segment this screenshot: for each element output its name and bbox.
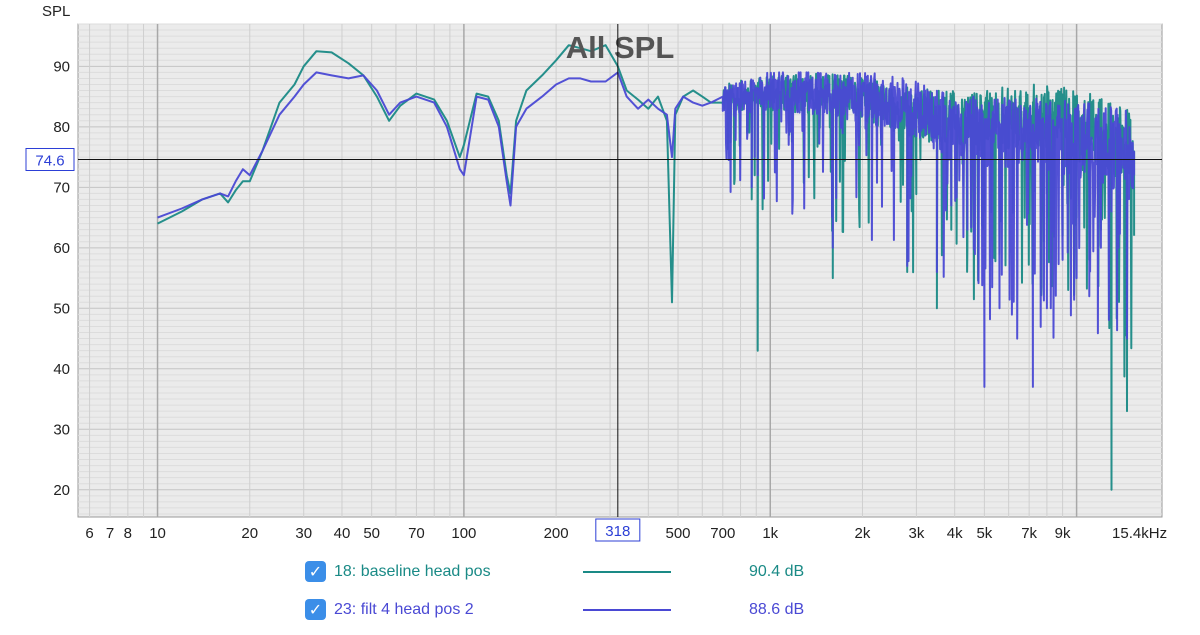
x-tick-label: 50 — [363, 525, 380, 542]
y-tick-label: 40 — [53, 361, 70, 378]
y-tick-label: 60 — [53, 240, 70, 257]
cursor-y-readout-box — [25, 147, 75, 171]
x-tick-label: 4k — [947, 525, 963, 542]
x-tick-label: 8 — [124, 525, 132, 542]
x-tick-label: 100 — [451, 525, 476, 542]
y-tick-label: 90 — [53, 58, 70, 75]
legend-label-filt: 23: filt 4 head pos 2 — [334, 601, 474, 618]
series-line-filt — [157, 71, 1136, 388]
x-tick-label: 20 — [241, 525, 258, 542]
x-tick-label: 700 — [710, 525, 735, 542]
x-tick-label: 9k — [1055, 525, 1071, 542]
cursor-x-readout: 318 — [605, 523, 630, 540]
y-tick-label: 80 — [53, 119, 70, 136]
legend-label-baseline: 18: baseline head pos — [334, 563, 491, 580]
legend-item-filt[interactable]: ✓ 23: filt 4 head pos 2 88.6 dB — [305, 599, 865, 623]
checkbox-filt[interactable]: ✓ — [305, 599, 326, 620]
cursor-x-readout-box — [595, 518, 641, 542]
y-axis-ticks: 20 30 40 50 60 70 80 90 — [53, 58, 70, 498]
legend-value-baseline: 90.4 dB — [749, 563, 805, 580]
y-tick-label: 30 — [53, 421, 70, 438]
x-tick-label: 10 — [149, 525, 166, 542]
x-tick-label: 6 — [85, 525, 93, 542]
x-tick-label: 7 — [106, 525, 114, 542]
checkbox-baseline[interactable]: ✓ — [305, 561, 326, 582]
series-layer — [157, 44, 1136, 491]
legend-value-filt: 88.6 dB — [749, 601, 805, 618]
crosshair-cursor[interactable]: 74.6 318 — [25, 24, 1162, 542]
x-tick-label: 2k — [855, 525, 871, 542]
legend-item-baseline[interactable]: ✓ 18: baseline head pos 90.4 dB — [305, 561, 865, 585]
chart-title: All SPL — [566, 30, 675, 65]
cursor-y-readout: 74.6 — [35, 152, 64, 169]
x-tick-label: 7k — [1021, 525, 1037, 542]
legend-swatch-filt — [583, 609, 671, 611]
x-tick-label: 1k — [762, 525, 778, 542]
x-tick-label: 15.4kHz — [1112, 525, 1167, 542]
x-tick-label: 30 — [295, 525, 312, 542]
x-tick-label: 40 — [334, 525, 351, 542]
x-tick-label: 70 — [408, 525, 425, 542]
y-tick-label: 70 — [53, 179, 70, 196]
x-tick-label: 5k — [976, 525, 992, 542]
y-tick-label: 20 — [53, 482, 70, 499]
y-tick-label: 50 — [53, 300, 70, 317]
x-tick-label: 500 — [666, 525, 691, 542]
legend-swatch-baseline — [583, 571, 671, 573]
x-axis-ticks: 6 7 8 10 20 30 40 50 70 100 200 500 700 1k 2k 3k 4k 5k 7k 9… — [85, 525, 1167, 542]
x-tick-label: 200 — [544, 525, 569, 542]
y-axis-label: SPL — [42, 3, 70, 20]
x-tick-label: 3k — [908, 525, 924, 542]
